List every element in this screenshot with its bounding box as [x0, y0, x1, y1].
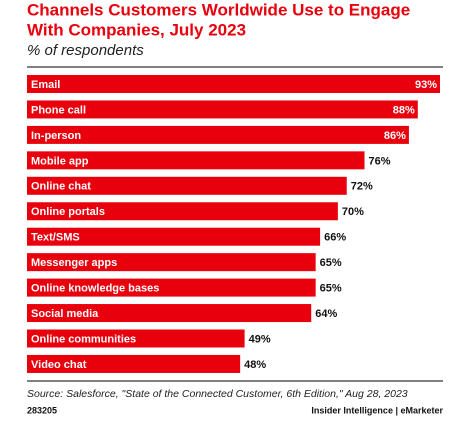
value-label: 65% — [320, 257, 342, 269]
bar — [27, 354, 241, 373]
category-label: Phone call — [31, 104, 86, 116]
category-label: Online chat — [31, 181, 91, 193]
bar — [27, 278, 316, 297]
source: Source: Salesforce, "State of the Connec… — [27, 388, 408, 400]
category-label: Mobile app — [31, 155, 89, 167]
value-label: 72% — [351, 181, 373, 193]
bar — [27, 75, 440, 93]
bar — [27, 253, 316, 272]
bar — [27, 176, 347, 195]
category-label: Text/SMS — [31, 232, 80, 244]
chart-title: Channels Customers Worldwide Use to Enga… — [27, 0, 410, 19]
bar — [27, 304, 312, 323]
category-label: Online knowledge bases — [31, 283, 159, 295]
value-label: 66% — [324, 232, 346, 244]
bar — [27, 202, 338, 221]
bar — [27, 227, 321, 246]
value-label: 65% — [320, 283, 342, 295]
category-label: In-person — [31, 130, 81, 142]
category-label: Messenger apps — [31, 257, 117, 269]
value-label: 64% — [315, 308, 337, 320]
chart-id: 283205 — [27, 405, 57, 415]
bar — [27, 151, 365, 170]
category-label: Email — [31, 79, 60, 91]
category-label: Video chat — [31, 359, 87, 371]
value-label: 70% — [342, 206, 364, 218]
category-label: Online portals — [31, 206, 105, 218]
value-label: 88% — [393, 104, 415, 116]
value-label: 86% — [384, 130, 406, 142]
value-label: 48% — [244, 359, 266, 371]
bar — [27, 329, 245, 348]
category-label: Online communities — [31, 333, 136, 345]
value-label: 76% — [369, 155, 391, 167]
value-label: 49% — [249, 333, 271, 345]
value-label: 93% — [415, 79, 437, 91]
bar — [27, 100, 418, 119]
chart-title: With Companies, July 2023 — [27, 20, 246, 39]
bar — [27, 125, 409, 144]
chart-subtitle: % of respondents — [27, 42, 144, 59]
brand: Insider Intelligence | eMarketer — [311, 405, 443, 415]
category-label: Social media — [31, 308, 99, 320]
